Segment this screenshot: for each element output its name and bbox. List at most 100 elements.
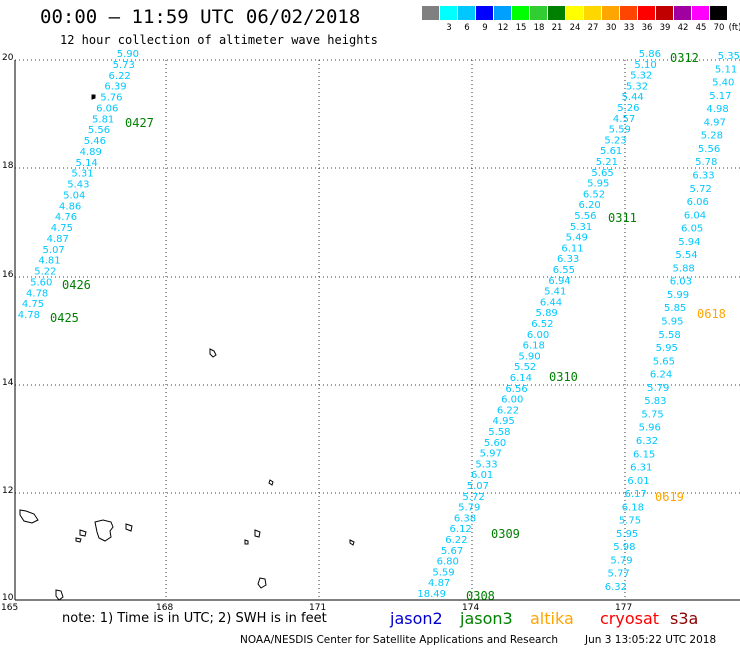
legend-label: 36: [641, 23, 653, 33]
wave-height-value: 5.88: [673, 263, 695, 274]
longitude-label: 174: [462, 603, 480, 613]
wave-height-value: 6.94: [548, 276, 570, 287]
wave-height-value: 5.79: [610, 556, 632, 567]
wave-height-value: 5.95: [661, 317, 683, 328]
wave-height-value: 6.22: [445, 535, 467, 546]
wave-height-value: 5.96: [639, 423, 661, 434]
wave-height-value: 5.61: [600, 146, 622, 157]
legend-swatch: [422, 6, 439, 20]
wave-height-value: 6.00: [501, 395, 523, 406]
legend-label: 3: [446, 23, 452, 33]
legend-label: 70: [713, 23, 725, 33]
wave-height-value: 4.86: [59, 201, 81, 212]
wave-height-value: 5.58: [658, 330, 680, 341]
legend-swatch: [548, 6, 565, 20]
wave-height-value: 5.90: [518, 351, 540, 362]
wave-height-value: 5.73: [113, 60, 135, 71]
page-title: 00:00 – 11:59 UTC 06/02/2018: [40, 6, 361, 28]
longitude-label: 177: [615, 603, 633, 613]
legend-swatch: [566, 6, 583, 20]
wave-height-value: 5.56: [574, 211, 596, 222]
island-outlines: [19, 94, 355, 601]
wave-height-value: 5.54: [675, 250, 697, 261]
wave-height-value: 5.35: [718, 51, 740, 62]
wave-height-value: 5.10: [634, 60, 656, 71]
wave-height-value: 5.41: [544, 287, 566, 298]
wave-height-value: 5.59: [432, 567, 454, 578]
wave-height-value: 5.33: [475, 459, 497, 470]
wave-height-value: 4.81: [38, 256, 60, 267]
legend-swatch: [512, 6, 529, 20]
wave-height-value: 5.43: [67, 180, 89, 191]
legend-swatch: [494, 6, 511, 20]
pass-time-label: 0310: [549, 370, 578, 384]
wave-height-value: 5.40: [712, 78, 734, 89]
wave-height-value: 6.24: [650, 370, 672, 381]
wave-height-value: 5.26: [617, 103, 639, 114]
wave-height-value: 4.98: [706, 104, 728, 115]
wave-height-value: 6.22: [497, 405, 519, 416]
wave-height-value: 4.75: [22, 299, 44, 310]
legend-swatch: [656, 6, 673, 20]
latitude-label: 18: [2, 161, 14, 171]
wave-height-value: 5.52: [514, 362, 536, 373]
wave-height-value: 4.97: [704, 117, 726, 128]
wave-height-value: 5.17: [709, 91, 731, 102]
legend-swatch: [530, 6, 547, 20]
wave-height-value: 5.75: [641, 409, 663, 420]
wave-height-value: 5.72: [462, 492, 484, 503]
wave-height-value: 5.77: [608, 569, 630, 580]
wave-height-value: 5.65: [653, 356, 675, 367]
pass-time-labels: 0427 0426 0425 0312 0311 0310 0309 0308 0618 0619: [50, 51, 726, 603]
wave-height-value: 18.49: [417, 589, 446, 600]
satellite-jason3: jason3: [460, 609, 513, 628]
wave-height-value: 6.33: [557, 254, 579, 265]
wave-height-value: 5.98: [613, 542, 635, 553]
satellite-jason2: jason2: [390, 609, 443, 628]
latitude-label: 12: [2, 486, 14, 496]
wave-height-value: 6.03: [670, 277, 692, 288]
satellite-s3a: s3a: [670, 609, 699, 628]
legend-swatch: [674, 6, 691, 20]
legend-label: 18: [533, 23, 545, 33]
legend-label: 6: [464, 23, 470, 33]
legend-label: 33: [623, 23, 635, 33]
wave-height-value: 6.55: [553, 265, 575, 276]
wave-height-value: 5.95: [616, 529, 638, 540]
wave-height-value: 6.11: [561, 243, 583, 254]
island-outline: [19, 509, 39, 524]
wave-height-value: 5.22: [34, 267, 56, 278]
wave-height-value: 5.78: [695, 157, 717, 168]
legend-label: 27: [587, 23, 599, 33]
latitude-label: 16: [2, 270, 14, 280]
satellite-cryosat: cryosat: [600, 609, 660, 628]
wave-height-tracks: 5.905.736.226.395.766.065.815.565.464.89…: [18, 49, 740, 600]
island-outline: [91, 94, 96, 100]
wave-height-value: 4.95: [493, 416, 515, 427]
wave-height-value: 4.87: [428, 578, 450, 589]
wave-height-value: 5.97: [480, 449, 502, 460]
wave-height-value: 6.05: [681, 224, 703, 235]
wave-height-value: 5.75: [619, 516, 641, 527]
wave-height-value: 6.31: [630, 463, 652, 474]
latitude-label: 14: [2, 378, 14, 388]
legend-unit: (ft): [728, 23, 740, 33]
wave-height-value: 4.57: [613, 114, 635, 125]
wave-height-value: 4.89: [80, 147, 102, 158]
pass-time-label: 0426: [62, 278, 91, 292]
legend-swatch: [638, 6, 655, 20]
longitude-label: 165: [1, 603, 19, 613]
wave-height-value: 6.32: [636, 436, 658, 447]
wave-height-value: 5.11: [715, 64, 737, 75]
wave-height-value: 5.79: [458, 503, 480, 514]
wave-height-value: 5.65: [591, 168, 613, 179]
island-outline: [79, 529, 87, 537]
wave-height-value: 5.07: [43, 245, 65, 256]
wave-height-value: 5.79: [647, 383, 669, 394]
island-outline: [94, 519, 114, 542]
pass-time-label: 0309: [491, 527, 520, 541]
wave-height-value: 5.58: [488, 427, 510, 438]
wave-height-value: 5.81: [92, 114, 114, 125]
wave-height-value: 6.04: [684, 210, 706, 221]
